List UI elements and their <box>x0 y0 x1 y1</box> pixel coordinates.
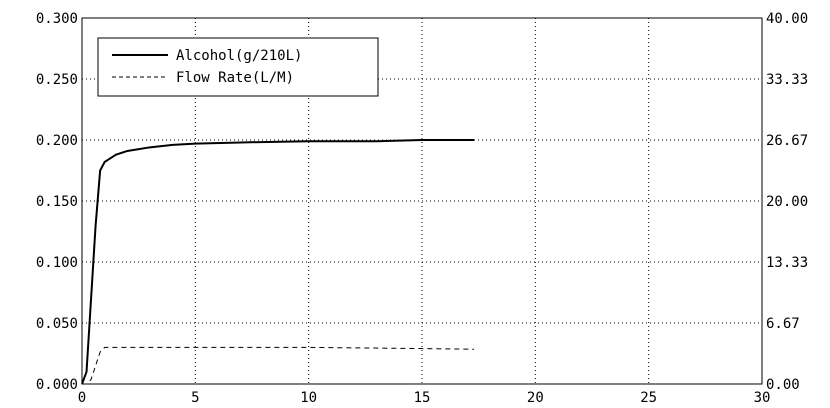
tick-labels: 0 5 10 15 20 25 30 0.000 0.050 0.100 0.150 0.200 0.2… <box>36 11 808 406</box>
y-tick-label: 0.250 <box>36 72 78 88</box>
x-tick-label: 15 <box>414 390 431 406</box>
y-tick-label: 0.200 <box>36 133 78 149</box>
y2-tick-label: 0.00 <box>766 377 800 393</box>
x-tick-label: 30 <box>754 390 771 406</box>
y2-tick-label: 20.00 <box>766 194 808 210</box>
y2-tick-label: 40.00 <box>766 11 808 27</box>
y2-tick-label: 26.67 <box>766 133 808 149</box>
x-tick-label: 0 <box>78 390 86 406</box>
legend-box <box>97 37 379 97</box>
series-line-alcohol <box>81 139 475 385</box>
y-tick-label: 0.000 <box>36 377 78 393</box>
y-tick-label: 0.150 <box>36 194 78 210</box>
y2-tick-label: 6.67 <box>766 316 800 332</box>
x-tick-label: 5 <box>191 390 199 406</box>
series-layer <box>81 139 475 385</box>
y-tick-label: 0.100 <box>36 255 78 271</box>
x-tick-label: 10 <box>300 390 317 406</box>
plot-frame <box>81 17 763 385</box>
legend: Alcohol(g/210L) Flow Rate(L/M) <box>97 37 379 97</box>
x-tick-label: 20 <box>527 390 544 406</box>
legend-label-flow-rate: Flow Rate(L/M) <box>176 70 294 86</box>
y-tick-label: 0.300 <box>36 11 78 27</box>
y2-tick-label: 13.33 <box>766 255 808 271</box>
series-line-flow-rate <box>82 346 475 385</box>
y2-tick-label: 33.33 <box>766 72 808 88</box>
legend-label-alcohol: Alcohol(g/210L) <box>176 48 302 64</box>
x-tick-label: 25 <box>640 390 657 406</box>
y-tick-label: 0.050 <box>36 316 78 332</box>
